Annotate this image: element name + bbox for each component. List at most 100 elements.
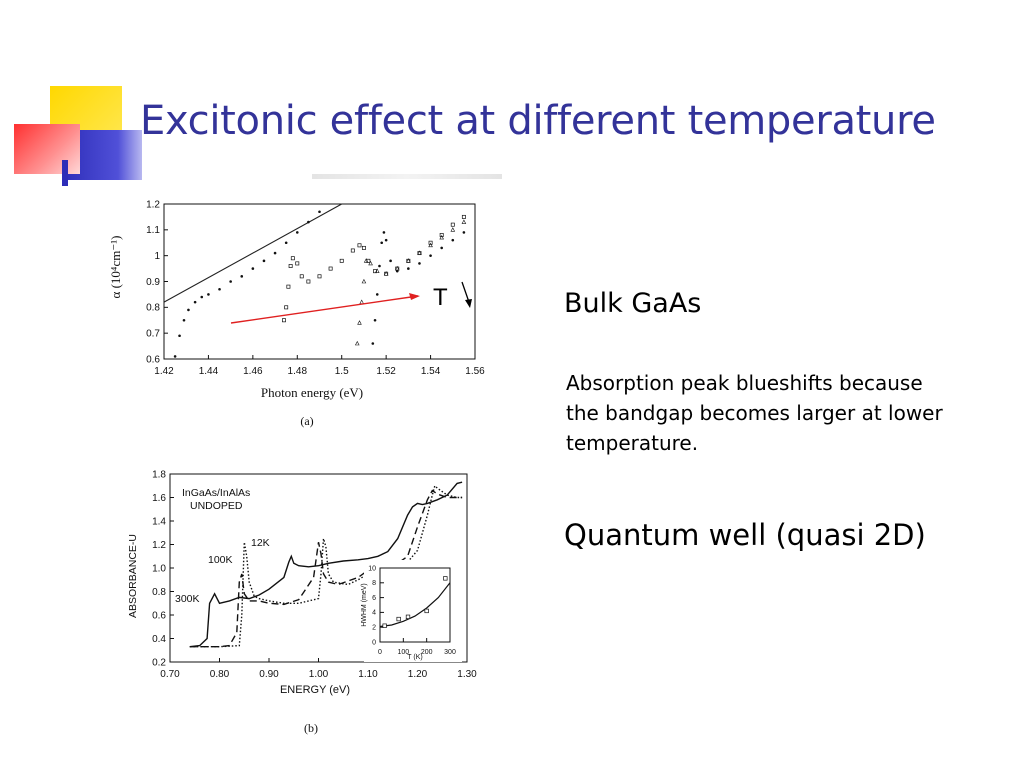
chart-a-y-tick-label: 1.2 xyxy=(146,199,160,210)
chart-b-label-100k: 100K xyxy=(208,554,233,566)
chart-a-y-tick-label: 0.9 xyxy=(146,277,160,288)
chart-a-point xyxy=(439,234,444,240)
chart-a-point xyxy=(218,287,221,291)
chart-a-point xyxy=(229,280,232,283)
chart-a-point xyxy=(240,275,244,278)
bulk-gaas-description: Absorption peak blueshifts because the b… xyxy=(566,371,943,455)
chart-b-x-tick-label: 0.90 xyxy=(259,669,279,680)
chart-b-inset-x-tick-label: 0 xyxy=(378,649,382,656)
chart-b-x-tick-label: 0.80 xyxy=(210,669,230,680)
chart-a-x-tick-label: 1.42 xyxy=(154,366,174,377)
chart-a-marks xyxy=(163,203,467,358)
chart-b-inset-point xyxy=(424,608,429,614)
chart-a-xlabel: Photon energy (eV) xyxy=(261,385,363,400)
chart-b-marks xyxy=(189,481,463,648)
chart-a-point xyxy=(368,260,373,266)
chart-a-x-tick-label: 1.48 xyxy=(288,366,308,377)
chart-b-inset-point xyxy=(443,576,448,581)
chart-b-y-tick-label: 1.6 xyxy=(152,493,166,504)
chart-a-point xyxy=(295,261,300,266)
chart-a-point xyxy=(440,246,443,250)
chart-a-frame xyxy=(163,203,476,360)
chart-a-point xyxy=(428,242,433,248)
deco-red-square xyxy=(14,124,80,174)
chart-a-x-tick-label: 1.52 xyxy=(376,366,396,377)
chart-a-point xyxy=(450,227,456,232)
chart-a-point xyxy=(389,259,392,263)
chart-a-point xyxy=(373,269,377,274)
chart-a-black-arrowhead xyxy=(465,299,472,308)
chart-b-ylabel: ABSORBANCE-U xyxy=(127,534,139,618)
chart-b-inset-ylabel: HWHM (meV) xyxy=(361,583,368,627)
chart-a-point xyxy=(307,220,310,224)
quantum-well-label: Quantum well (quasi 2D) xyxy=(564,518,926,552)
chart-b-inset-point xyxy=(405,614,411,619)
chart-a: 1.42 1.44 1.46 1.48 1.5 1.52 1.54 1.56 0.6 0.7 0.8… xyxy=(108,199,485,428)
chart-a-point xyxy=(395,269,399,273)
chart-a-point xyxy=(288,264,293,268)
chart-b-inset-bg xyxy=(364,560,462,662)
chart-a-point xyxy=(418,262,421,265)
chart-a-point xyxy=(318,210,321,214)
chart-b-panel-label: (b) xyxy=(304,721,318,735)
chart-a-annotation-t: T xyxy=(433,284,448,311)
chart-a-point xyxy=(317,274,322,279)
chart-a-point xyxy=(187,308,190,312)
chart-a-y-tick-label: 1 xyxy=(154,251,160,262)
chart-a-point xyxy=(439,233,444,237)
chart-a-point xyxy=(461,214,466,219)
chart-b-x-tick-label: 1.30 xyxy=(457,669,477,680)
chart-a-point xyxy=(384,238,388,242)
chart-b-label-300k: 300K xyxy=(175,593,200,605)
chart-b-label-12k: 12K xyxy=(251,537,270,549)
chart-a-point xyxy=(462,231,466,234)
chart-b-axis-text: 0.70 0.80 0.90 1.00 1.10 1.20 1.300.20.40.60.8… xyxy=(152,469,477,680)
chart-a-point xyxy=(286,284,291,289)
chart-b-x-tick-label: 1.10 xyxy=(358,669,378,680)
chart-a-point xyxy=(406,258,411,263)
faint-scan-artifact xyxy=(312,174,502,179)
chart-b-inset-point xyxy=(382,623,387,628)
chart-a-fit-line xyxy=(163,203,342,303)
chart-a-point xyxy=(262,259,266,263)
chart-a-point xyxy=(371,342,375,345)
chart-a-point xyxy=(374,268,380,273)
chart-b-inset-y-tick-label: 4 xyxy=(372,610,376,617)
chart-a-point xyxy=(251,267,255,270)
chart-b-annotation-1: InGaAs/InAlAs xyxy=(182,487,250,499)
chart-a-point xyxy=(429,254,432,257)
chart-a-point xyxy=(273,251,277,255)
chart-a-y-tick-label: 1.1 xyxy=(146,225,160,236)
chart-a-y-tick-label: 0.7 xyxy=(146,329,160,340)
chart-a-point xyxy=(306,279,311,284)
chart-a-point xyxy=(182,318,186,322)
chart-a-point xyxy=(193,300,197,304)
chart-a-axis-text: 1.42 1.44 1.46 1.48 1.5 1.52 1.54 1.56 0.6 0.7 0.8… xyxy=(146,199,485,377)
chart-b-inset-plot-border xyxy=(379,567,451,643)
chart-a-point xyxy=(407,267,410,270)
chart-b-inset-y-tick-label: 2 xyxy=(372,625,376,632)
chart-a-point xyxy=(450,222,455,227)
chart-a-point xyxy=(380,241,384,245)
chart-a-point xyxy=(383,271,389,276)
chart-b-x-tick-label: 0.70 xyxy=(160,669,180,680)
chart-b-annotation-2: UNDOPED xyxy=(190,500,243,512)
chart-b-inset-y-tick-label: 0 xyxy=(372,639,376,646)
chart-a-plot-border xyxy=(163,203,476,360)
chart-a-point xyxy=(354,340,360,346)
chart-b-inset-y-tick-label: 6 xyxy=(372,595,376,602)
chart-b-inset-x-tick-label: 300 xyxy=(444,649,456,656)
chart-a-point xyxy=(359,299,364,304)
chart-a-point xyxy=(375,293,379,296)
chart-a-x-tick-label: 1.54 xyxy=(421,366,441,377)
chart-b-x-tick-label: 1.20 xyxy=(408,669,428,680)
chart-a-red-arrowhead xyxy=(409,293,420,300)
chart-a-point xyxy=(207,293,210,296)
chart-b-y-tick-label: 1.4 xyxy=(152,516,166,527)
chart-a-point xyxy=(373,318,377,322)
chart-a-ylabel: α (10⁴cm⁻¹) xyxy=(108,236,123,299)
chart-a-point xyxy=(282,318,286,323)
chart-a-panel-label: (a) xyxy=(300,414,313,428)
chart-a-point xyxy=(299,274,304,279)
bulk-gaas-label: Bulk GaAs xyxy=(564,288,702,319)
